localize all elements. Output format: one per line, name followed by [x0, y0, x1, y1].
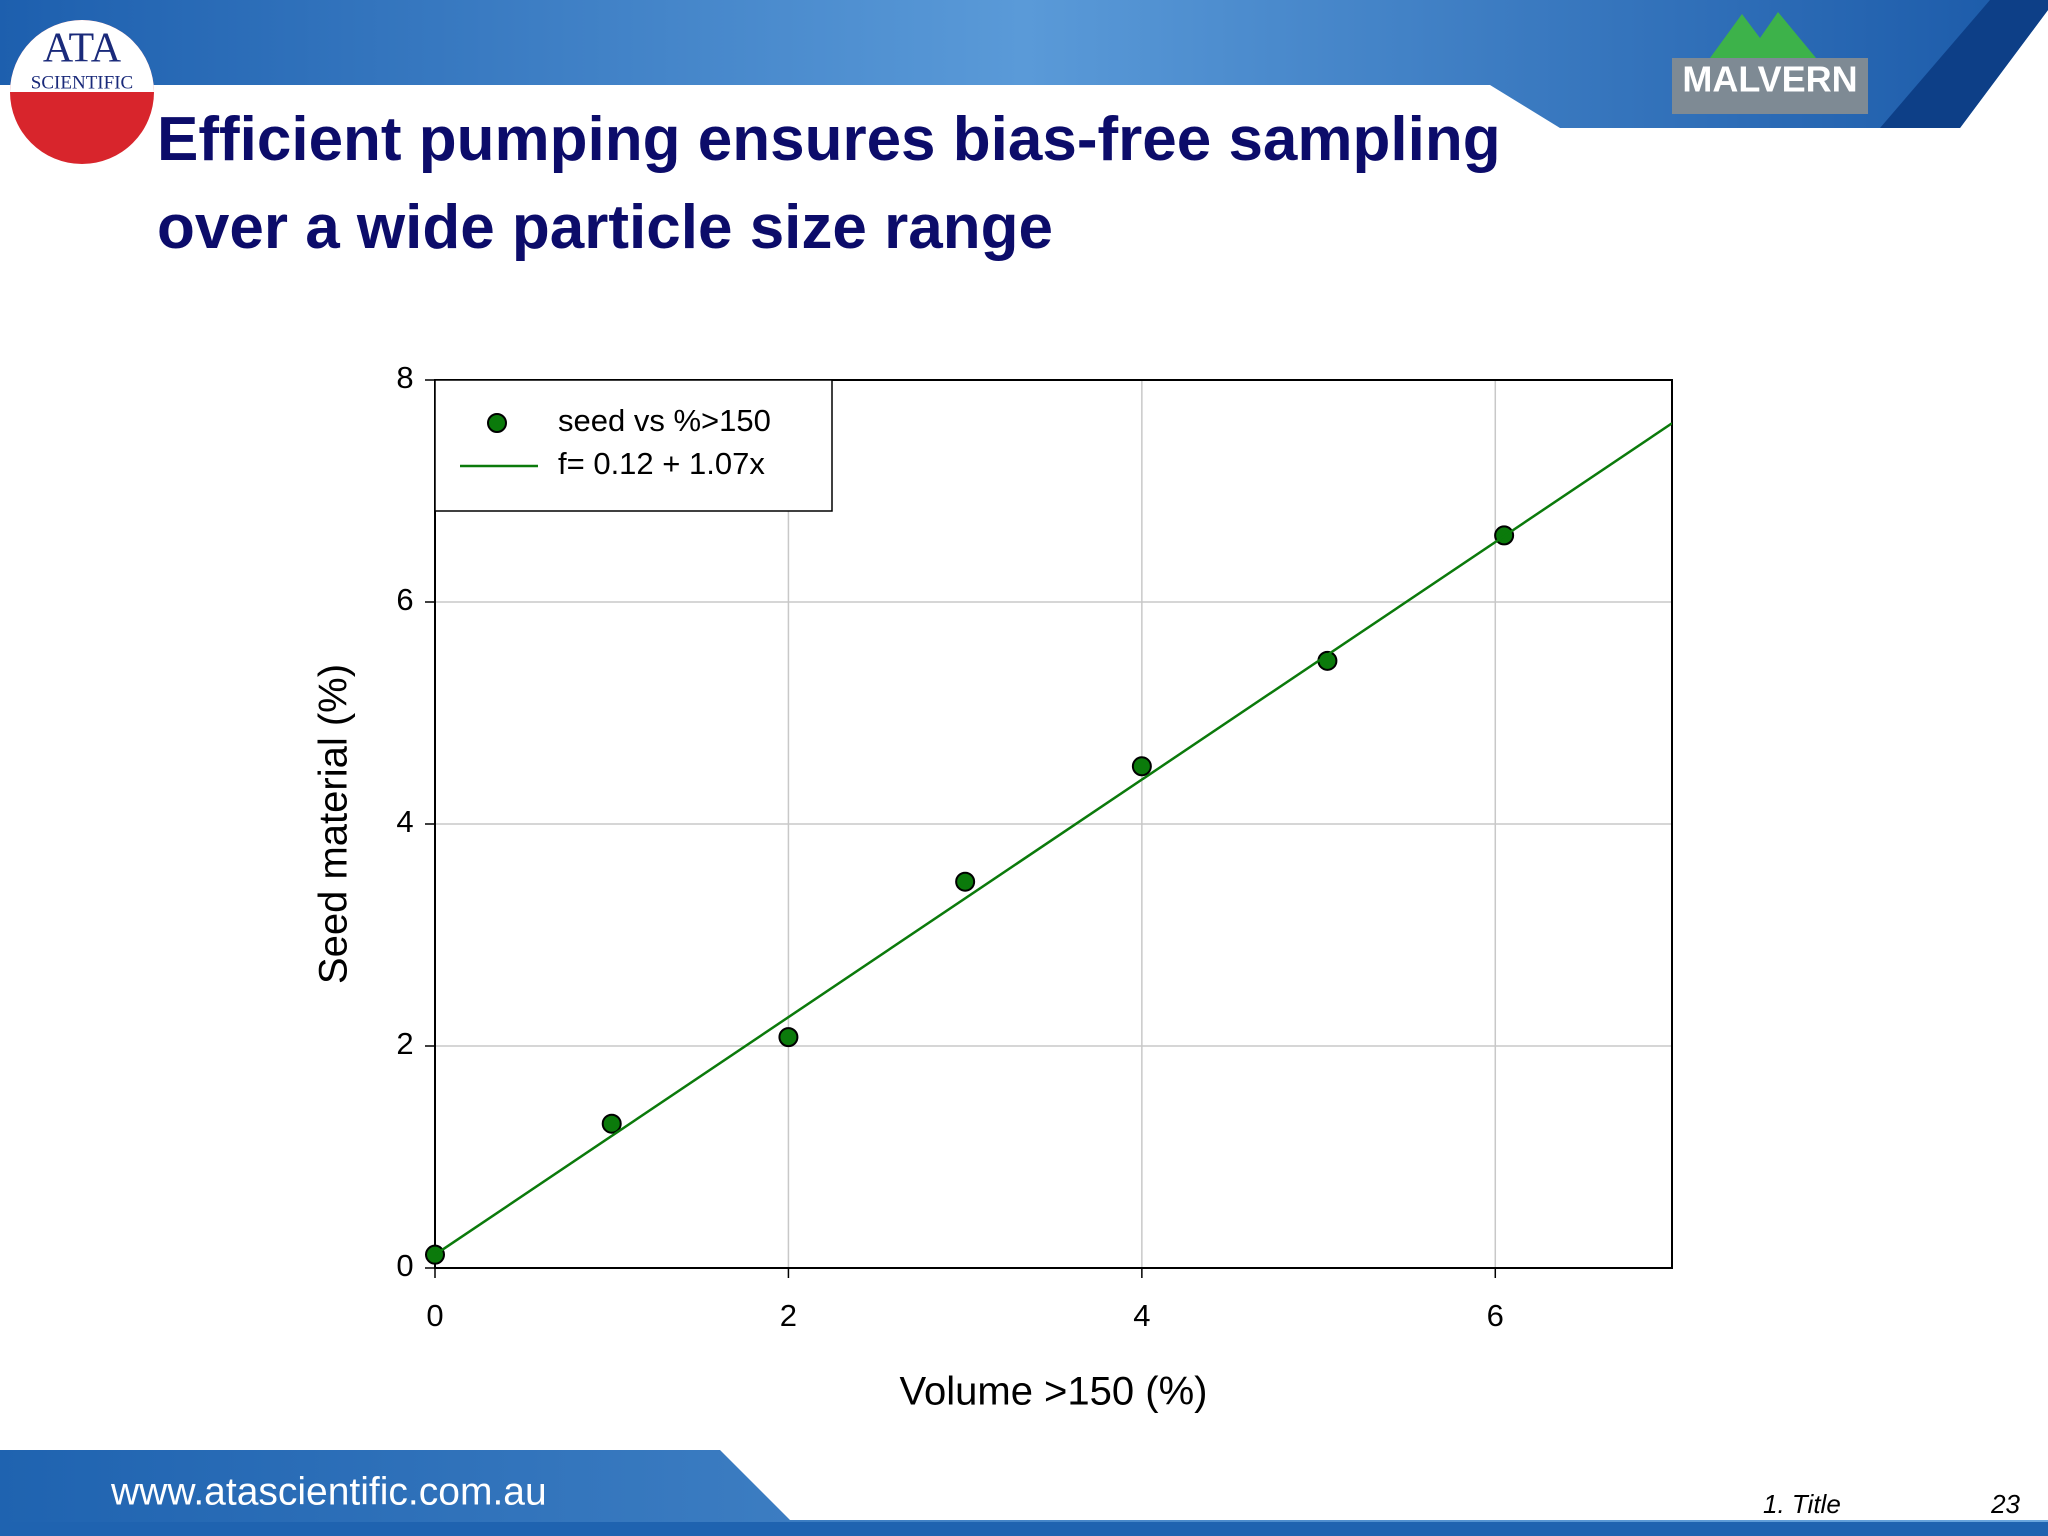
- data-point: [778, 1027, 799, 1048]
- y-axis-label: Seed material (%): [312, 664, 356, 984]
- legend-box: [434, 379, 833, 512]
- legend-label: seed vs %>150: [558, 403, 771, 438]
- y-tick-label: 0: [396, 1248, 413, 1283]
- footer-band: [0, 1450, 2048, 1536]
- page-number: 23: [1990, 1489, 2020, 1519]
- legend: seed vs %>150 f= 0.12 + 1.07x: [434, 379, 833, 512]
- legend-label: f= 0.12 + 1.07x: [558, 446, 765, 481]
- logo-text: MALVERN: [1682, 59, 1857, 100]
- ata-logo: ATA SCIENTIFIC: [10, 20, 154, 164]
- plot: 0 2 4 6 0 2 4 6 8 Volume >150 (%) Seed material (%…: [312, 360, 1673, 1414]
- y-tick-label: 4: [396, 804, 413, 839]
- footer-url: www.atascientific.com.au: [110, 1470, 547, 1513]
- data-point: [955, 871, 976, 892]
- x-tick-label: 4: [1133, 1298, 1150, 1333]
- y-tick-label: 8: [396, 360, 413, 395]
- x-tick-label: 0: [426, 1298, 443, 1333]
- logo-text: SCIENTIFIC: [31, 72, 133, 93]
- y-tick-label: 2: [396, 1026, 413, 1061]
- x-tick-label: 6: [1487, 1298, 1504, 1333]
- logo-text: ATA: [43, 26, 122, 72]
- plot-frame: [434, 379, 1673, 1269]
- legend-marker: [487, 413, 507, 433]
- footer-strip: [0, 1522, 2048, 1536]
- footer-section: 1. Title: [1763, 1489, 1841, 1519]
- x-tick-label: 2: [780, 1298, 797, 1333]
- header-accent: [1880, 0, 2048, 128]
- fit-line: [435, 422, 1672, 1256]
- x-axis-label: Volume >150 (%): [900, 1370, 1208, 1414]
- chart-title: Efficient pumping ensures bias-free samp…: [157, 105, 1501, 262]
- data-point: [601, 1113, 622, 1134]
- y-tick-label: 6: [396, 582, 413, 617]
- malvern-logo: MALVERN: [1672, 12, 1868, 114]
- data-point: [1131, 756, 1152, 777]
- header-band: [0, 0, 2048, 128]
